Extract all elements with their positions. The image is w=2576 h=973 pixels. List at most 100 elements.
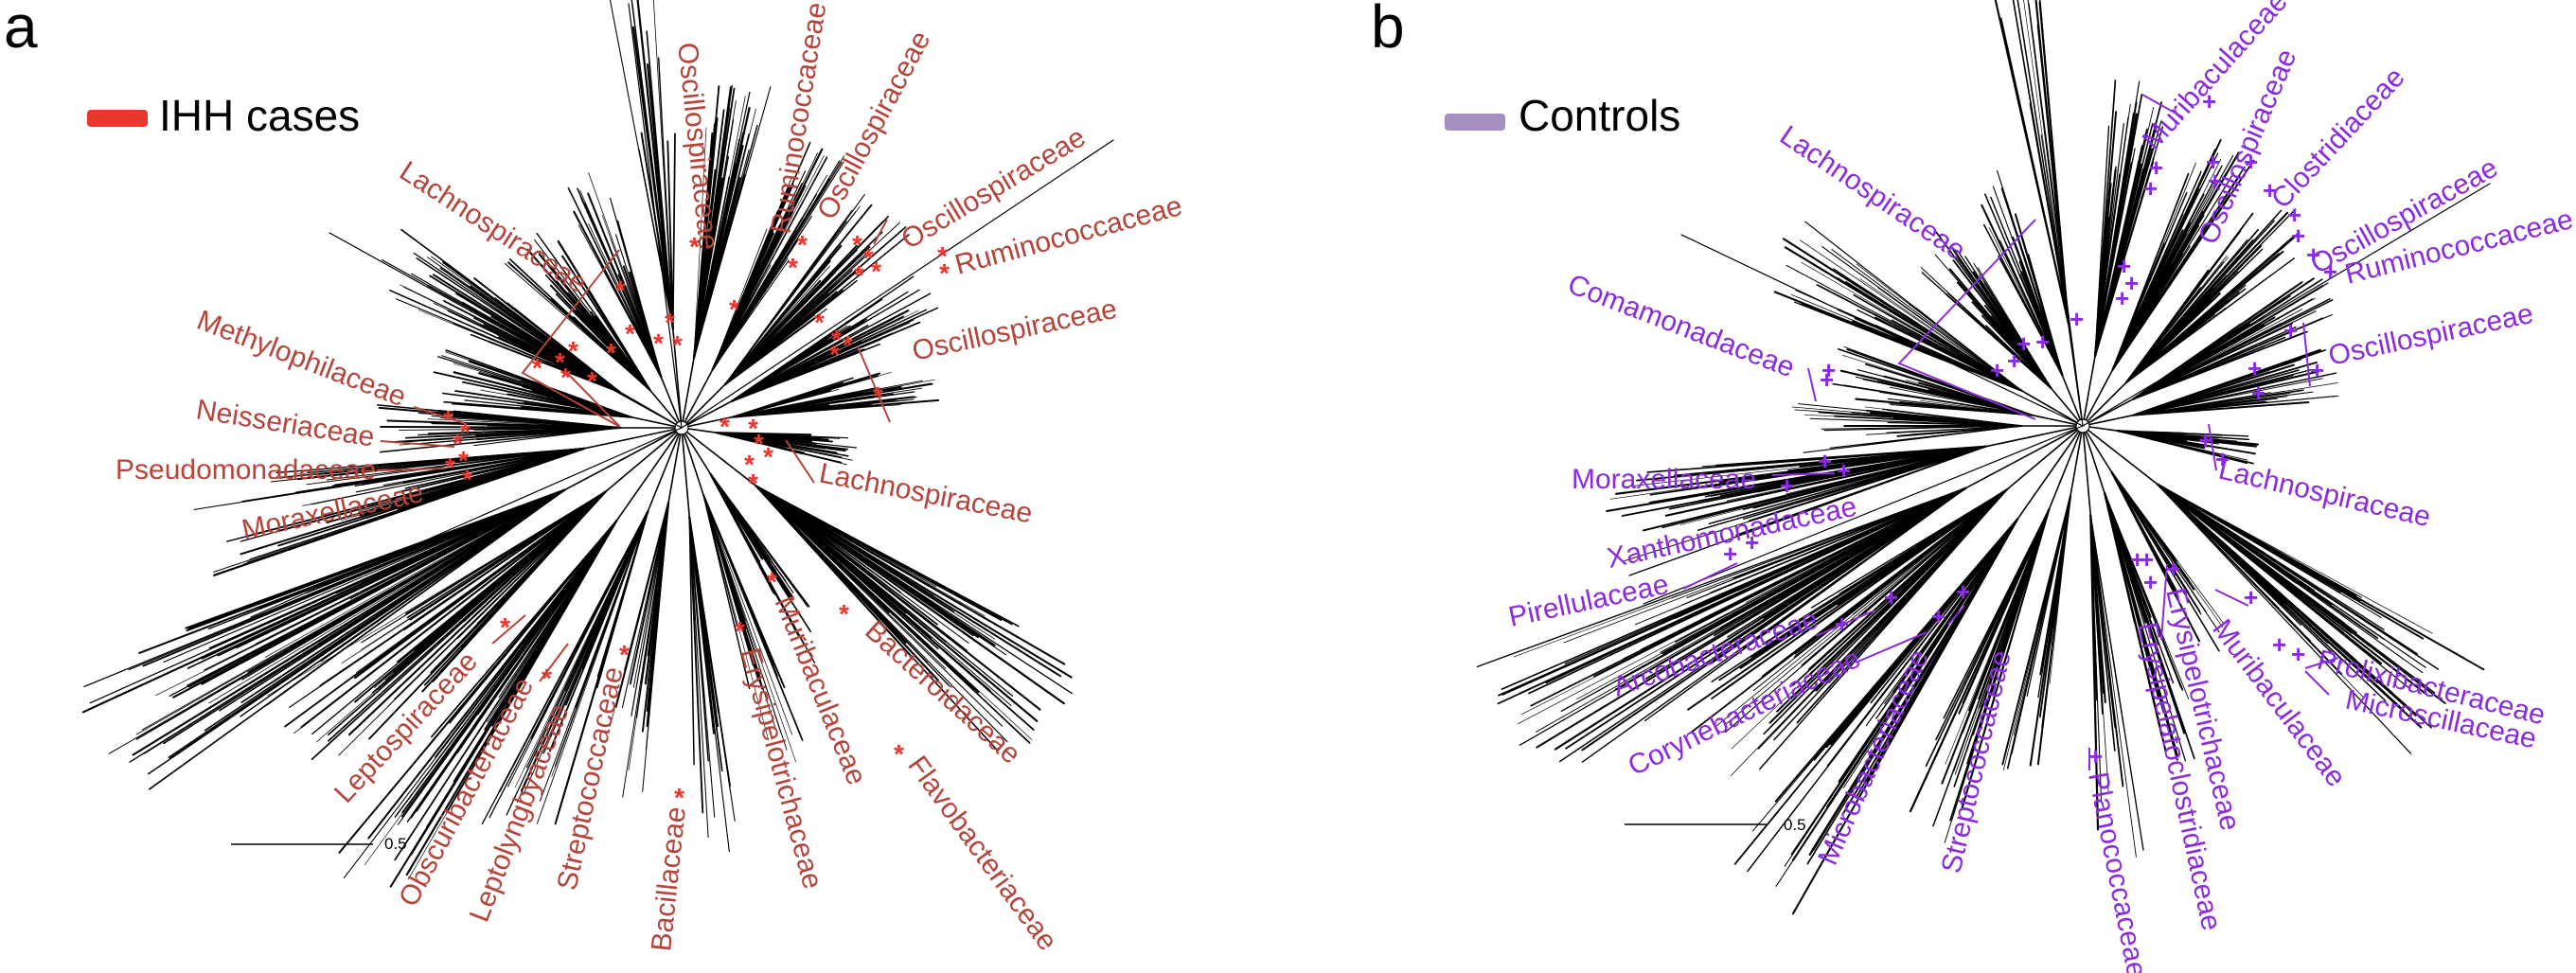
marker: + (2016, 329, 2031, 358)
marker: * (814, 308, 825, 337)
marker: * (831, 325, 842, 354)
marker: * (894, 739, 904, 769)
phylogenetic-tree-controls (1476, 0, 2491, 915)
marker: + (2244, 583, 2258, 611)
family-label: Neisseriaceae (194, 394, 377, 452)
family-label: Oscillospiraceae (671, 41, 724, 251)
cases-legend-label: IHH cases (159, 91, 360, 140)
family-label: Pirellulaceae (1506, 569, 1672, 633)
marker: * (937, 241, 948, 271)
marker: + (1745, 528, 1759, 557)
marker: + (1780, 471, 1794, 500)
marker: + (2283, 316, 2298, 345)
marker: + (2306, 240, 2320, 269)
marker: + (1931, 602, 1945, 630)
marker: + (2149, 153, 2163, 182)
controls-brackets (1807, 94, 2311, 641)
marker: * (748, 414, 758, 443)
marker: * (735, 616, 745, 646)
marker: * (839, 599, 849, 628)
panel-a-label: a (4, 0, 38, 61)
cases-legend-swatch (87, 110, 148, 127)
marker: * (843, 330, 853, 360)
marker: + (2140, 545, 2154, 574)
marker: * (829, 340, 840, 369)
marker: * (560, 363, 571, 392)
controls-legend-label: Controls (1519, 91, 1680, 140)
marker: + (1723, 540, 1737, 568)
control-markers: ++++++++++++++++++++++++++++ +++ ++++++ +++… (1723, 87, 2337, 770)
marker: + (2035, 327, 2050, 356)
marker: * (788, 253, 798, 282)
family-label: Methylophilaceae (192, 305, 410, 413)
scale-bar-label: 0.5 (384, 835, 407, 853)
marker: + (2130, 545, 2144, 574)
family-label: Oscillospiraceae (910, 293, 1120, 367)
family-label: Flavobacteriaceae (901, 751, 1063, 957)
marker: * (445, 452, 455, 482)
marker: + (2215, 445, 2230, 473)
marker: + (1956, 577, 1970, 606)
marker: + (1990, 356, 2004, 384)
marker: * (532, 353, 542, 382)
marker: + (2323, 257, 2337, 286)
panel-a: a IHH cases ********** * ***** ******* **** *… (4, 0, 1185, 956)
marker: * (653, 328, 664, 358)
marker: * (672, 330, 683, 360)
marker: + (2124, 269, 2139, 297)
family-label: Lachnospiraceae (1774, 119, 1971, 266)
cases-brackets (521, 219, 891, 484)
marker: + (2088, 742, 2103, 770)
marker: + (2166, 555, 2180, 583)
marker: * (939, 258, 950, 288)
marker: + (2208, 167, 2222, 195)
marker: * (453, 429, 463, 458)
marker: * (744, 450, 755, 479)
family-label: Bacillaceae (646, 805, 692, 953)
marker: + (2251, 379, 2265, 407)
marker: + (2244, 148, 2258, 176)
marker: * (458, 446, 469, 475)
marker: * (729, 294, 739, 324)
marker: + (1821, 356, 1836, 384)
marker: * (500, 612, 510, 642)
marker: + (1837, 456, 1851, 485)
marker: * (689, 232, 700, 261)
family-label: Lachnospiraceae (394, 155, 593, 299)
marker: * (443, 405, 453, 434)
marker: * (615, 275, 626, 305)
marker: * (542, 663, 552, 693)
marker: + (2206, 148, 2220, 176)
marker: + (1820, 365, 1834, 394)
marker: * (863, 243, 874, 273)
marker: + (2007, 346, 2021, 375)
family-label: Oscillospiraceae (2326, 298, 2536, 372)
controls-arrows (1682, 472, 2339, 770)
marker: + (2291, 640, 2305, 668)
marker: + (2247, 354, 2262, 382)
marker: + (2143, 568, 2158, 596)
marker: * (854, 260, 864, 290)
family-label: Planococcaceae (2082, 770, 2152, 973)
marker: * (555, 347, 565, 377)
marker: * (763, 442, 773, 471)
marker: * (797, 230, 808, 259)
marker: + (2287, 201, 2301, 229)
marker: + (2115, 284, 2129, 312)
family-label: Oscillospiraceae (811, 26, 936, 224)
marker: * (460, 417, 471, 447)
marker: + (2143, 174, 2158, 203)
marker: * (625, 319, 635, 348)
marker: * (852, 230, 862, 259)
scale-bar-label: 0.5 (1784, 816, 1806, 834)
marker: + (2310, 356, 2324, 384)
family-label: Moraxellaceae (1572, 464, 1756, 495)
marker: * (568, 336, 578, 365)
marker: + (2070, 305, 2084, 333)
marker: * (754, 429, 764, 458)
marker: + (2117, 252, 2131, 280)
marker: * (674, 783, 684, 812)
panel-b-label: b (1371, 0, 1405, 61)
marker: + (1884, 583, 1898, 611)
